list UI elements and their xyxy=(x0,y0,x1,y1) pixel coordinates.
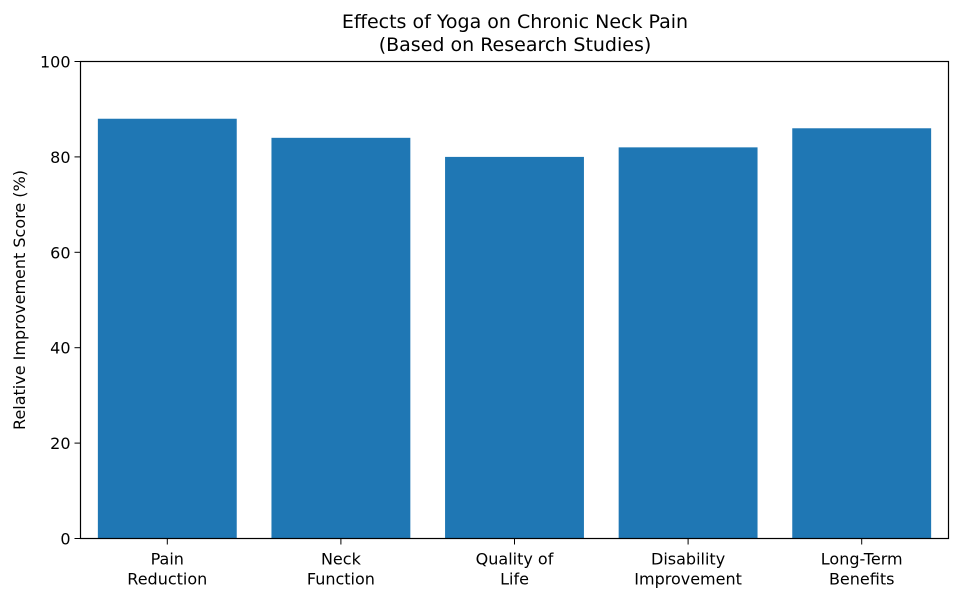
x-tick-label: Function xyxy=(307,570,375,589)
x-tick-label: Life xyxy=(500,570,529,589)
bar xyxy=(792,128,932,539)
x-tick-label: Neck xyxy=(321,550,362,569)
bar xyxy=(271,137,411,539)
y-tick-label: 60 xyxy=(50,243,70,262)
y-tick-label: 20 xyxy=(50,434,70,453)
y-tick-label: 100 xyxy=(40,53,71,72)
x-tick-label: Benefits xyxy=(829,570,895,589)
x-tick-label: Improvement xyxy=(634,570,742,589)
x-tick-label: Quality of xyxy=(476,550,554,569)
chart-title-line-2: (Based on Research Studies) xyxy=(379,34,652,56)
x-tick-label: Reduction xyxy=(127,570,207,589)
y-tick-label: 40 xyxy=(50,339,70,358)
x-tick-label: Disability xyxy=(651,550,725,569)
y-tick-label: 80 xyxy=(50,148,70,167)
x-tick-label: Pain xyxy=(151,550,184,569)
y-tick-label: 0 xyxy=(60,530,70,549)
bar xyxy=(445,156,584,539)
x-tick-label: Long-Term xyxy=(821,550,903,569)
bar xyxy=(618,147,758,539)
bar xyxy=(97,118,237,539)
chart-title-line-1: Effects of Yoga on Chronic Neck Pain xyxy=(342,11,688,33)
y-axis-label: Relative Improvement Score (%) xyxy=(10,170,29,430)
plot-frame xyxy=(79,60,950,540)
